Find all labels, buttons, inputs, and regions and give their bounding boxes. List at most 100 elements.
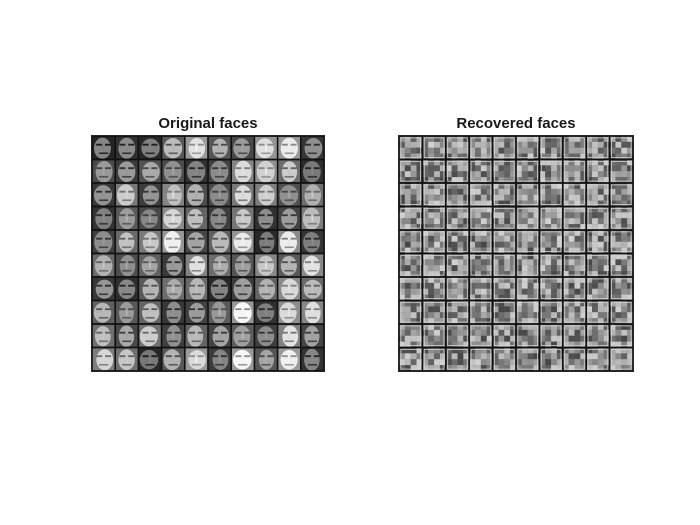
original-face-tile (115, 136, 139, 160)
recovered-face-tile (539, 347, 563, 371)
original-face-tile (92, 230, 116, 254)
recovered-face-tile (609, 324, 633, 348)
recovered-face-tile (399, 136, 423, 160)
original-face-tile (138, 300, 162, 324)
recovered-face-tile (516, 277, 540, 301)
recovered-face-tile (469, 253, 493, 277)
recovered-face-tile (562, 230, 587, 254)
original-face-tile (115, 206, 139, 230)
original-face-tile (277, 300, 301, 324)
original-face-tile (184, 136, 208, 160)
recovered-face-tile (422, 347, 446, 371)
recovered-face-tile (492, 206, 516, 230)
recovered-faces-mosaic (398, 135, 634, 372)
recovered-face-tile (422, 253, 446, 277)
original-face-tile (92, 159, 116, 183)
recovered-face-tile (609, 277, 633, 301)
recovered-face-tile (469, 300, 493, 324)
original-face-tile (184, 324, 208, 348)
original-face-tile (161, 159, 185, 183)
recovered-face-tile (399, 230, 423, 254)
recovered-face-tile (492, 159, 516, 183)
original-face-tile (161, 277, 185, 301)
recovered-face-tile (539, 159, 563, 183)
original-face-tile (300, 300, 324, 324)
original-face-tile (208, 324, 232, 348)
original-face-tile (208, 253, 232, 277)
original-face-tile (208, 206, 232, 230)
original-face-tile (231, 277, 255, 301)
original-face-tile (161, 230, 185, 254)
original-face-tile (277, 206, 301, 230)
original-face-tile (208, 300, 232, 324)
recovered-face-tile (539, 300, 563, 324)
recovered-face-tile (445, 324, 470, 348)
original-face-tile (277, 159, 301, 183)
original-face-tile (300, 277, 324, 301)
original-face-tile (92, 183, 116, 207)
recovered-face-tile (445, 230, 470, 254)
original-face-tile (115, 253, 139, 277)
original-face-tile (208, 277, 232, 301)
recovered-face-tile (399, 183, 423, 207)
original-face-tile (138, 347, 162, 371)
original-face-tile (231, 230, 255, 254)
original-face-tile (161, 300, 185, 324)
recovered-face-tile (586, 324, 610, 348)
original-face-tile (208, 347, 232, 371)
recovered-face-tile (516, 136, 540, 160)
recovered-face-tile (586, 300, 610, 324)
recovered-face-tile (399, 253, 423, 277)
recovered-face-tile (445, 347, 470, 371)
recovered-face-tile (422, 230, 446, 254)
original-face-tile (231, 324, 255, 348)
original-face-tile (254, 300, 278, 324)
recovered-face-tile (586, 277, 610, 301)
recovered-face-tile (516, 183, 540, 207)
original-face-tile (92, 136, 116, 160)
original-face-tile (161, 253, 185, 277)
original-face-tile (231, 300, 255, 324)
original-face-tile (254, 230, 278, 254)
original-face-tile (208, 183, 232, 207)
recovered-face-tile (562, 136, 587, 160)
recovered-face-tile (562, 183, 587, 207)
recovered-face-tile (445, 159, 470, 183)
original-face-tile (138, 230, 162, 254)
recovered-face-tile (492, 324, 516, 348)
recovered-faces-title: Recovered faces (456, 115, 576, 132)
recovered-face-tile (399, 159, 423, 183)
recovered-face-tile (539, 206, 563, 230)
recovered-face-tile (469, 230, 493, 254)
recovered-face-tile (562, 277, 587, 301)
original-face-tile (300, 136, 324, 160)
recovered-face-tile (586, 253, 610, 277)
original-face-tile (277, 183, 301, 207)
original-face-tile (161, 324, 185, 348)
recovered-face-tile (609, 206, 633, 230)
original-face-tile (184, 277, 208, 301)
original-face-tile (300, 347, 324, 371)
recovered-face-tile (422, 277, 446, 301)
recovered-face-tile (445, 277, 470, 301)
recovered-face-tile (539, 183, 563, 207)
original-face-tile (115, 230, 139, 254)
recovered-face-tile (469, 277, 493, 301)
recovered-face-tile (539, 136, 563, 160)
original-face-tile (277, 136, 301, 160)
original-face-tile (138, 253, 162, 277)
original-face-tile (277, 253, 301, 277)
recovered-face-tile (562, 324, 587, 348)
recovered-face-tile (516, 300, 540, 324)
recovered-face-tile (422, 183, 446, 207)
original-face-tile (138, 206, 162, 230)
original-face-tile (300, 324, 324, 348)
original-face-tile (184, 253, 208, 277)
original-face-tile (277, 324, 301, 348)
recovered-face-tile (609, 159, 633, 183)
recovered-face-tile (586, 206, 610, 230)
recovered-face-tile (562, 159, 587, 183)
recovered-face-tile (609, 300, 633, 324)
recovered-face-tile (399, 300, 423, 324)
original-face-tile (254, 136, 278, 160)
